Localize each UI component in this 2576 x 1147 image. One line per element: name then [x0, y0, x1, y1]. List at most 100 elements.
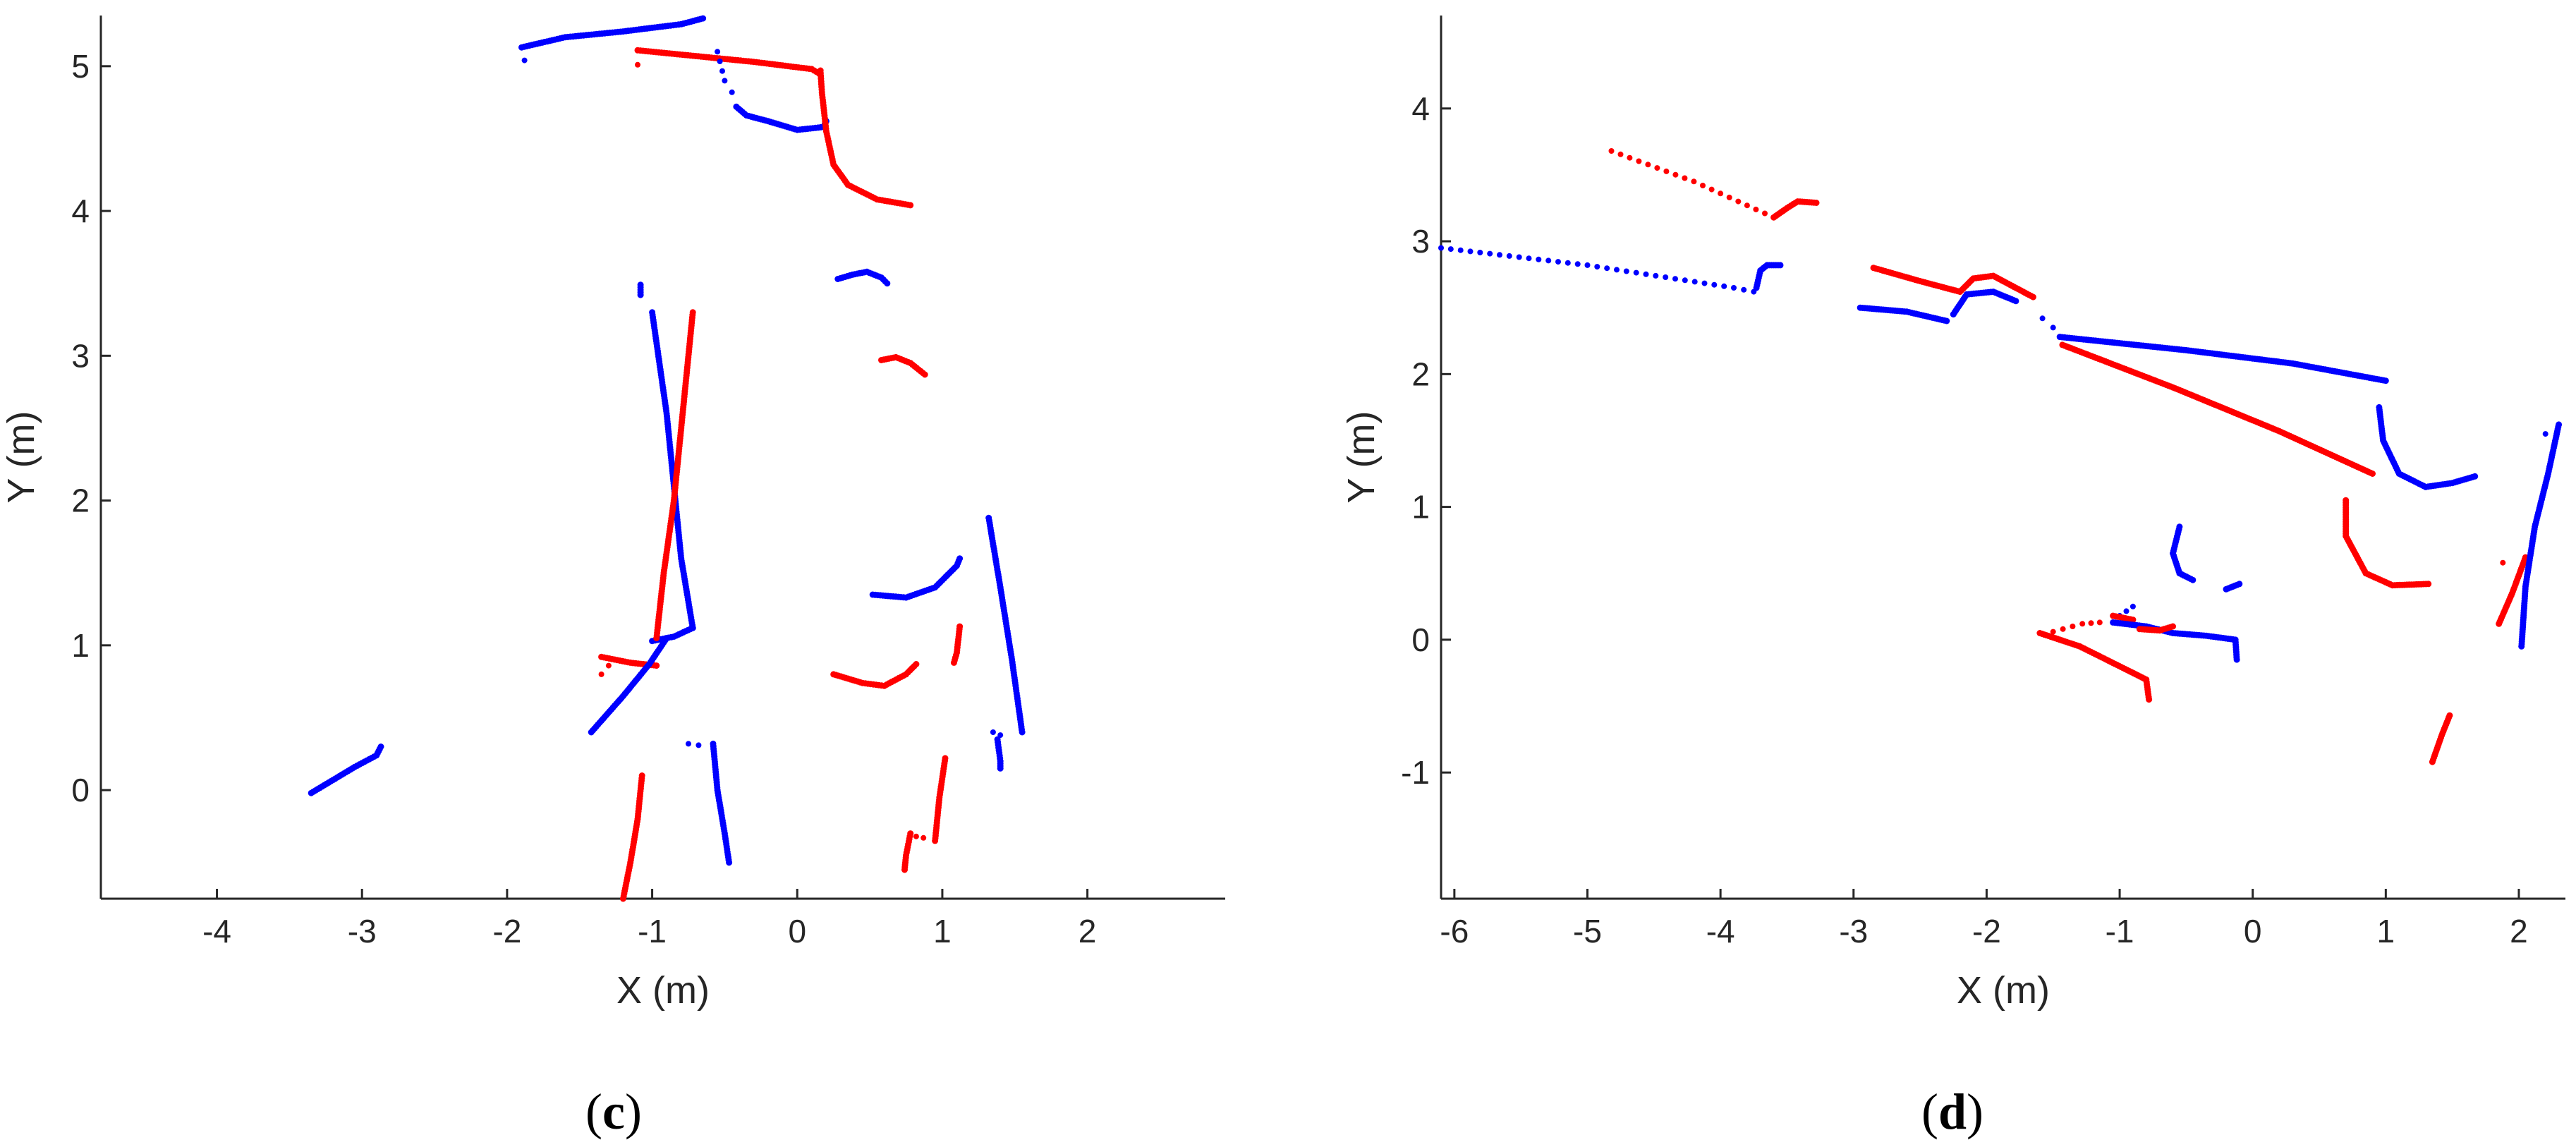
scatter-point: [2039, 315, 2046, 322]
scatter-point: [1526, 255, 1532, 262]
data-points: [1438, 148, 2563, 765]
data-points: [308, 15, 1026, 902]
scatter-point: [2096, 619, 2103, 626]
point-segment-red: [913, 833, 927, 841]
scatter-point: [1731, 285, 1737, 291]
x-tick-label: 0: [788, 913, 806, 949]
point-segment-red: [950, 623, 964, 666]
scatter-point: [1691, 178, 1697, 185]
point-segment-blue: [990, 729, 1004, 739]
point-segment-blue: [869, 555, 964, 601]
scatter-point: [1813, 200, 1820, 206]
scatter-point: [990, 729, 996, 735]
scatter-point: [653, 662, 660, 669]
point-segment-red: [2050, 619, 2103, 635]
scatter-point: [913, 833, 919, 839]
point-segment-blue: [2039, 315, 2056, 331]
scatter-point: [1943, 317, 1950, 324]
scatter-point: [2079, 621, 2086, 627]
scatter-point: [2130, 603, 2136, 609]
scatter-point: [2542, 431, 2548, 437]
scatter-point: [2060, 626, 2066, 632]
panel-caption-letter: d: [1938, 1084, 1967, 1140]
scatter-point: [1654, 165, 1660, 171]
scatter-point: [663, 635, 670, 642]
y-tick-label: -1: [1401, 754, 1430, 791]
scatter-point: [1565, 260, 1571, 266]
scatter-point: [637, 291, 644, 298]
scatter-point: [2130, 617, 2137, 624]
point-segment-red: [2343, 497, 2432, 589]
point-segment-blue: [308, 744, 384, 796]
scatter-point: [635, 61, 640, 68]
scatter-point: [1753, 206, 1759, 212]
scatter-point: [377, 744, 384, 750]
point-segment-blue: [834, 268, 891, 287]
scatter-point: [605, 662, 612, 669]
point-segment-red: [2110, 612, 2137, 624]
x-axis-label: X (m): [616, 969, 710, 1012]
point-segment-red: [598, 653, 660, 669]
point-segment-blue: [2542, 431, 2548, 437]
scatter-point: [521, 57, 528, 63]
scatter-point: [1447, 246, 1454, 253]
scatter-point: [2236, 581, 2243, 588]
point-segment-blue: [521, 57, 528, 63]
scatter-point: [1744, 202, 1750, 209]
scatter-point: [2029, 293, 2036, 301]
y-tick-label: 0: [71, 772, 90, 808]
y-tick-label: 3: [1411, 223, 1430, 260]
scatter-point: [1711, 281, 1718, 288]
scatter-point: [1545, 257, 1552, 264]
x-tick-label: -4: [1706, 913, 1735, 949]
scatter-point: [2233, 656, 2240, 663]
scatter-point: [1617, 151, 1624, 157]
scatter-point: [653, 635, 660, 642]
point-segment-red: [932, 755, 949, 844]
scatter-point: [1604, 265, 1610, 272]
point-segment-blue: [2170, 523, 2197, 583]
scatter-point: [2070, 624, 2076, 629]
panel-caption: (c): [585, 1084, 642, 1140]
scatter-point: [619, 895, 626, 902]
x-tick-label: 2: [2510, 913, 2528, 949]
scatter-point: [1700, 183, 1706, 188]
scatter-point: [719, 68, 725, 74]
point-segment-red: [2036, 630, 2153, 703]
scatter-point: [598, 671, 604, 677]
scatter-point: [1633, 269, 1639, 276]
scatter-point: [1438, 245, 1444, 251]
point-segment-blue: [518, 15, 707, 51]
point-segment-red: [878, 353, 928, 378]
scatter-point: [1777, 262, 1784, 269]
scatter-point: [913, 661, 920, 667]
point-segment-blue: [1950, 289, 2019, 318]
scatter-point: [726, 859, 733, 866]
point-segment-red: [2059, 341, 2376, 477]
scatter-point: [1682, 277, 1688, 284]
scatter-point: [2146, 696, 2153, 703]
scatter-point: [997, 732, 1004, 739]
scatter-point: [1614, 267, 1620, 273]
scatter-point: [722, 78, 728, 84]
scatter-point: [2170, 623, 2176, 630]
scatter-panel-d: -6 -5 -4 -3 -2 -1 0 1 2 -1 0 1 2 3 4 X (m) Y (m) (d): [1340, 16, 2565, 1140]
scatter-point: [2472, 473, 2479, 480]
x-tick-label: -1: [2106, 913, 2134, 949]
point-segment-red: [817, 67, 914, 209]
point-segment-blue: [1857, 304, 1950, 324]
scatter-point: [686, 741, 691, 747]
x-axis-label: X (m): [1957, 969, 2050, 1012]
y-tick-label: 0: [1411, 621, 1430, 658]
scatter-point: [2500, 559, 2506, 566]
point-segment-red: [1770, 198, 1820, 221]
scatter-point: [729, 89, 735, 95]
y-tick-label: 1: [71, 627, 90, 664]
point-segment-blue: [2223, 581, 2243, 593]
scatter-point: [1608, 148, 1615, 154]
scatter-point: [1623, 268, 1629, 274]
point-segment-blue: [588, 635, 670, 736]
scatter-point: [956, 555, 964, 562]
scatter-point: [2446, 712, 2453, 719]
